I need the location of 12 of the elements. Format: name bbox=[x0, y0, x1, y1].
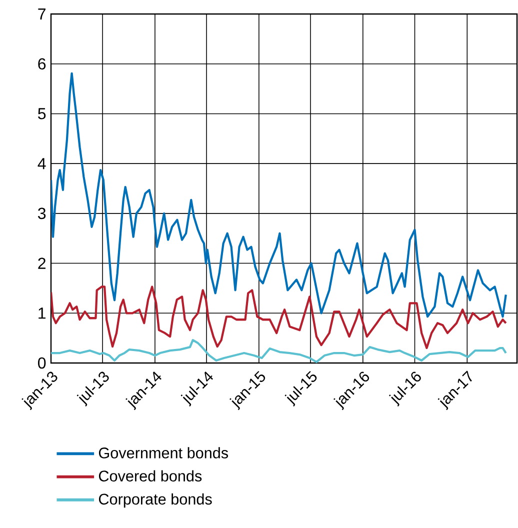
legend-label: Government bonds bbox=[98, 447, 228, 458]
y-tick-label: 5 bbox=[38, 108, 46, 120]
y-tick-label: 4 bbox=[38, 158, 46, 170]
y-tick-label: 0 bbox=[38, 357, 46, 369]
line-series bbox=[51, 72, 507, 318]
legend-label: Covered bonds bbox=[98, 470, 202, 482]
y-tick-label: 3 bbox=[38, 208, 46, 220]
legend-label: Corporate bonds bbox=[98, 493, 212, 508]
y-tick-label: 1 bbox=[38, 308, 46, 319]
y-tick-label: 7 bbox=[38, 8, 46, 20]
y-tick-label: 2 bbox=[38, 258, 46, 269]
y-tick-label: 6 bbox=[38, 58, 46, 70]
